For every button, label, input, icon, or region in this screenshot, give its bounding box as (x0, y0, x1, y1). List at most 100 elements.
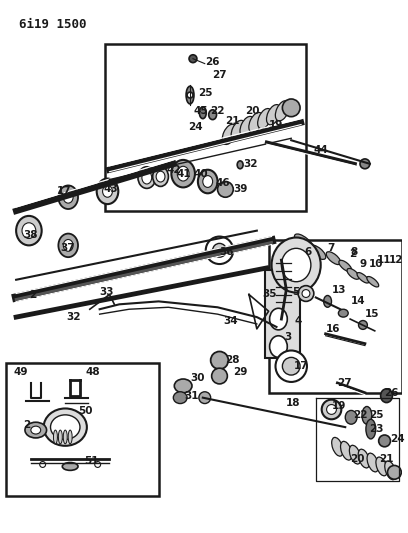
Ellipse shape (153, 167, 169, 187)
Ellipse shape (53, 430, 58, 444)
Text: 2: 2 (23, 420, 30, 430)
Text: 35: 35 (263, 288, 277, 298)
Ellipse shape (332, 438, 343, 456)
Text: 39: 39 (233, 184, 248, 195)
Ellipse shape (58, 233, 78, 257)
Ellipse shape (270, 308, 287, 330)
Text: 8: 8 (350, 247, 357, 257)
Text: 48: 48 (86, 367, 100, 377)
Ellipse shape (358, 449, 370, 468)
Ellipse shape (345, 410, 357, 424)
Ellipse shape (16, 216, 42, 245)
Text: 15: 15 (365, 309, 379, 319)
Ellipse shape (209, 110, 217, 119)
Text: 49: 49 (13, 367, 28, 377)
Text: 43: 43 (104, 184, 118, 195)
Text: 2: 2 (29, 289, 36, 300)
Text: 19: 19 (332, 400, 346, 410)
Text: 26: 26 (385, 387, 399, 398)
Ellipse shape (366, 419, 376, 439)
Ellipse shape (357, 272, 369, 283)
Ellipse shape (367, 453, 379, 472)
Ellipse shape (237, 161, 243, 169)
Ellipse shape (310, 245, 326, 260)
Text: 34: 34 (224, 316, 238, 326)
Ellipse shape (211, 351, 228, 369)
Ellipse shape (173, 392, 187, 403)
Ellipse shape (339, 260, 352, 272)
Text: 21: 21 (379, 454, 393, 464)
Bar (268, 240, 402, 393)
Ellipse shape (217, 182, 233, 197)
Ellipse shape (138, 167, 155, 188)
Text: 28: 28 (225, 356, 240, 365)
Text: 5: 5 (292, 287, 299, 296)
Text: 3: 3 (284, 332, 292, 342)
Ellipse shape (231, 120, 245, 141)
Ellipse shape (22, 223, 36, 238)
Text: 24: 24 (188, 123, 203, 133)
Ellipse shape (367, 277, 379, 287)
Text: 11: 11 (377, 255, 391, 265)
Text: 17: 17 (56, 187, 71, 196)
Ellipse shape (266, 104, 281, 125)
Text: 13: 13 (332, 285, 346, 295)
Ellipse shape (62, 463, 78, 470)
Text: 27: 27 (337, 378, 352, 388)
Text: 50: 50 (78, 407, 93, 416)
Ellipse shape (326, 252, 341, 264)
Ellipse shape (213, 244, 226, 257)
Text: 37: 37 (60, 244, 75, 253)
Ellipse shape (388, 465, 401, 479)
Ellipse shape (63, 430, 67, 444)
Ellipse shape (187, 92, 193, 98)
Text: 18: 18 (286, 398, 301, 408)
Ellipse shape (222, 124, 236, 144)
Ellipse shape (97, 179, 118, 204)
Text: 25: 25 (369, 410, 384, 421)
Ellipse shape (376, 457, 387, 476)
Ellipse shape (212, 368, 227, 384)
Ellipse shape (270, 336, 287, 358)
Ellipse shape (198, 169, 217, 193)
Ellipse shape (199, 392, 211, 403)
Ellipse shape (63, 239, 73, 251)
Text: 19: 19 (268, 119, 283, 130)
Ellipse shape (58, 430, 62, 444)
Ellipse shape (349, 445, 361, 464)
Text: 36: 36 (220, 247, 234, 257)
Text: 44: 44 (314, 145, 328, 155)
Ellipse shape (258, 109, 272, 129)
Ellipse shape (272, 238, 321, 293)
Ellipse shape (249, 112, 263, 133)
Text: 33: 33 (100, 287, 114, 296)
Ellipse shape (240, 116, 254, 136)
Text: 4: 4 (294, 316, 302, 326)
Text: 30: 30 (190, 373, 204, 383)
Text: 25: 25 (198, 88, 213, 98)
Ellipse shape (326, 405, 337, 414)
Text: 20: 20 (350, 454, 365, 464)
Text: 20: 20 (245, 106, 259, 116)
Ellipse shape (338, 309, 348, 317)
Ellipse shape (51, 415, 80, 439)
Ellipse shape (360, 159, 370, 169)
Ellipse shape (282, 248, 311, 282)
Ellipse shape (298, 286, 314, 301)
Text: 27: 27 (213, 70, 227, 80)
Text: 14: 14 (351, 296, 366, 306)
Ellipse shape (68, 430, 72, 444)
Text: 7: 7 (328, 244, 335, 253)
Ellipse shape (322, 400, 341, 419)
Text: 42: 42 (166, 165, 181, 175)
Ellipse shape (40, 462, 46, 467)
Text: 32: 32 (243, 159, 257, 169)
Ellipse shape (58, 185, 78, 209)
Ellipse shape (171, 160, 195, 188)
Ellipse shape (302, 289, 310, 297)
Text: 38: 38 (23, 230, 38, 239)
Ellipse shape (203, 175, 213, 188)
Text: 40: 40 (194, 168, 208, 179)
Ellipse shape (282, 99, 300, 117)
Text: 23: 23 (369, 424, 384, 434)
